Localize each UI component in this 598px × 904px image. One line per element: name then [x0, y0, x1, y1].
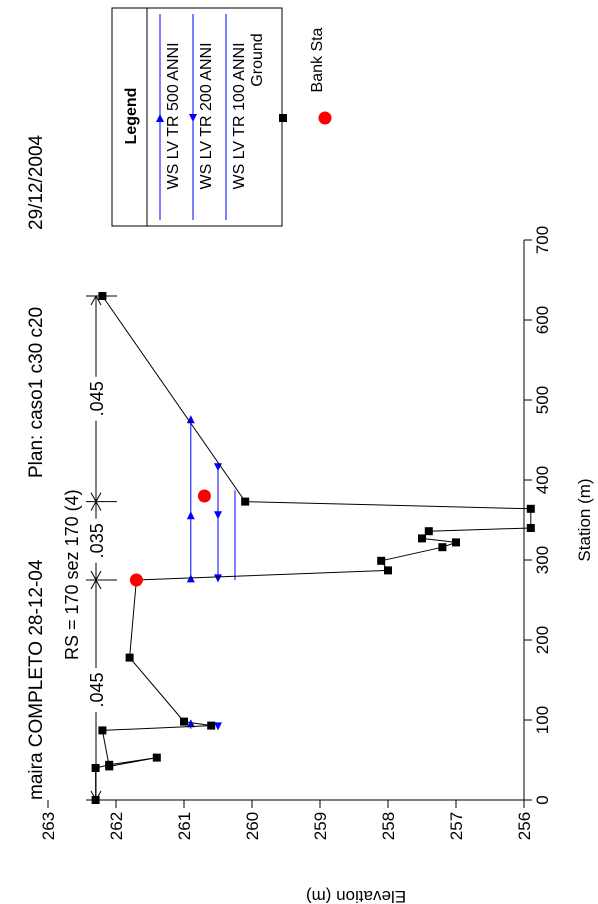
- ground-point: [452, 538, 460, 547]
- ground-point: [91, 796, 100, 804]
- ground-point: [526, 504, 535, 513]
- y-tick-label: 259: [311, 812, 330, 840]
- ws-marker: [186, 719, 195, 728]
- bank-station-point: [197, 489, 211, 503]
- plot-axes: 0 100 200 300 400 500 600 700 256 257 258 259 260 26…: [39, 226, 594, 904]
- y-axis-ticks: 256 257 258 259 260 261 262 263: [39, 800, 534, 840]
- manning-arrow: [90, 492, 102, 503]
- ground-point: [438, 543, 447, 552]
- ground-point: [125, 653, 134, 662]
- legend-entry-label: WS LV TR 500 ANNI: [165, 42, 182, 189]
- legend-swatch-marker: [156, 114, 164, 122]
- ground-point: [377, 556, 386, 565]
- ws-marker: [214, 574, 222, 583]
- ground-point: [526, 524, 535, 532]
- x-tick-label: 300: [533, 546, 552, 574]
- x-tick-label: 700: [533, 226, 552, 254]
- ground-point: [180, 717, 188, 726]
- manning-arrow: [90, 570, 102, 582]
- legend: Legend WS LV TR 500 ANNI WS LV TR 200 ANN…: [111, 7, 332, 227]
- x-tick-label: 200: [533, 626, 552, 654]
- x-tick-label: 400: [533, 466, 552, 494]
- ground-point: [91, 764, 100, 772]
- project-title: maira COMPLETO 28-12-04: [26, 559, 47, 800]
- legend-title: Legend: [123, 88, 140, 145]
- ground-point: [105, 762, 114, 771]
- legend-swatch-marker: [318, 111, 332, 125]
- river-station-label: RS = 170 sez 170 (4): [62, 489, 82, 660]
- y-tick-label: 256: [515, 812, 534, 840]
- ground-point: [98, 292, 107, 300]
- x-tick-label: 0: [533, 795, 552, 804]
- legend-entry-label: Ground: [249, 33, 266, 86]
- ground-point: [418, 534, 426, 543]
- date-label: 29/12/2004: [26, 134, 47, 230]
- legend-entry-label: Bank Sta: [309, 27, 326, 92]
- y-tick-label: 262: [107, 812, 126, 840]
- y-tick-label: 258: [379, 812, 398, 840]
- legend-entry-label: WS LV TR 100 ANNI: [231, 42, 248, 189]
- y-tick-label: 260: [243, 812, 262, 840]
- y-axis-title: Elevation (m): [306, 887, 406, 904]
- y-tick-label: 261: [175, 812, 194, 840]
- x-tick-label: 100: [533, 706, 552, 734]
- water-surface-series: [186, 415, 236, 731]
- legend-swatch-marker: [279, 114, 287, 122]
- manning-n-label: .035: [87, 523, 107, 558]
- legend-swatch-marker: [189, 114, 197, 122]
- plan-title: Plan: caso1 c30 c20: [26, 307, 47, 478]
- ground-point: [152, 753, 161, 762]
- ws-marker: [214, 722, 222, 731]
- ground-series: [91, 292, 535, 804]
- legend-box: [111, 7, 283, 227]
- manning-arrow: [90, 294, 102, 306]
- ground-point: [384, 566, 392, 575]
- x-tick-label: 600: [533, 306, 552, 334]
- y-tick-label: 263: [39, 812, 58, 840]
- legend-entries: WS LV TR 500 ANNI WS LV TR 200 ANNI WS LV …: [156, 14, 332, 220]
- manning-n-label: .045: [87, 672, 107, 707]
- manning-n-label: .045: [87, 381, 107, 416]
- ws-marker: [214, 511, 222, 520]
- x-axis-ticks: 0 100 200 300 400 500 600 700: [524, 226, 552, 805]
- ground-line: [95, 295, 532, 800]
- ground-point: [207, 721, 216, 730]
- x-axis-title: Station (m): [575, 478, 594, 561]
- ground-point: [424, 527, 433, 536]
- bank-station-series: [129, 489, 211, 587]
- manning-n-dimensions: .045 .035 .045: [86, 294, 117, 802]
- x-tick-label: 500: [533, 386, 552, 414]
- y-tick-label: 257: [447, 812, 466, 840]
- ws-marker: [186, 511, 195, 520]
- ground-point: [241, 497, 250, 506]
- legend-entry-label: WS LV TR 200 ANNI: [198, 42, 215, 189]
- bank-station-point: [129, 573, 143, 587]
- ground-point: [98, 726, 107, 735]
